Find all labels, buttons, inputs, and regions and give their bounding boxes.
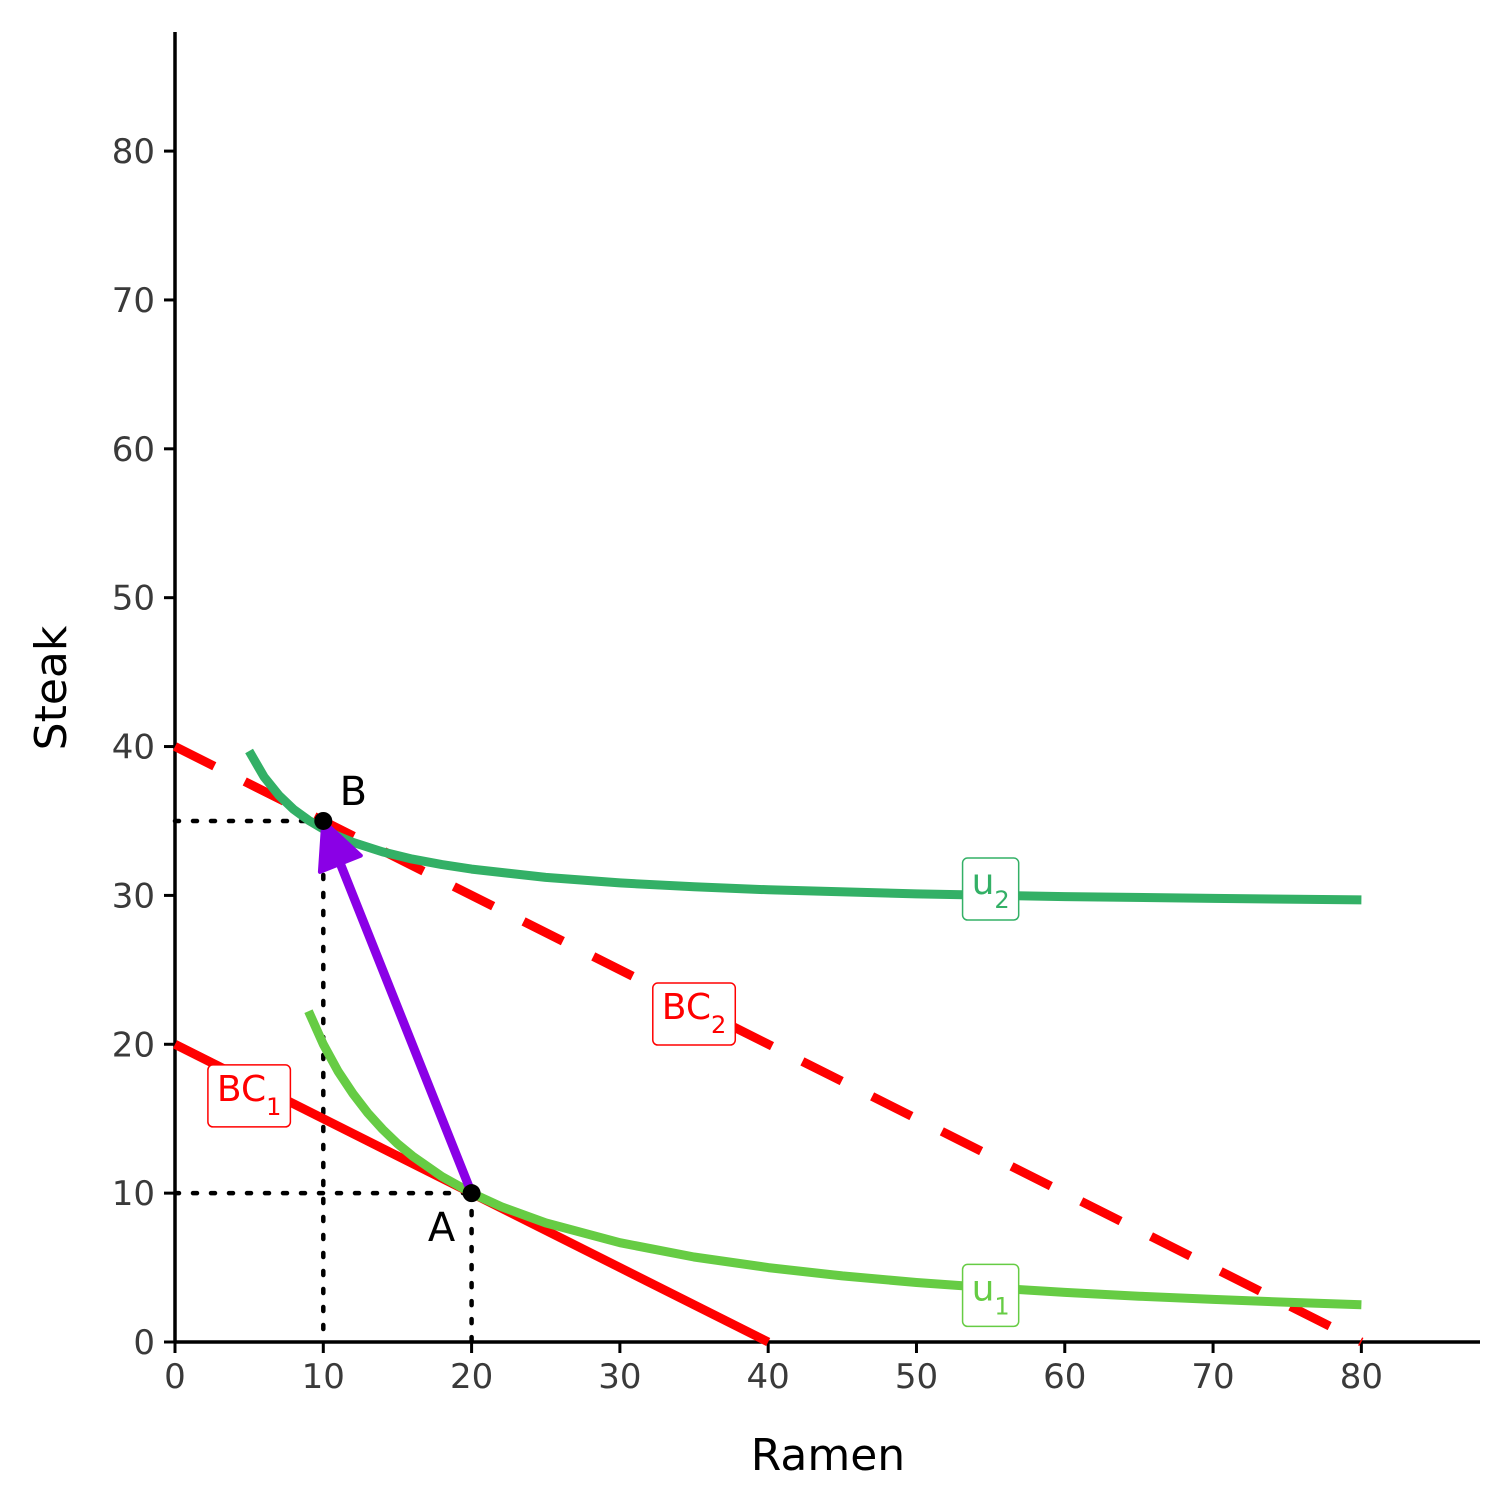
y-tick-label: 70 <box>112 281 155 321</box>
change-arrow <box>317 819 477 1198</box>
x-tick-label: 70 <box>1191 1357 1234 1397</box>
curve-label-subscript: 1 <box>266 1093 281 1121</box>
y-axis-title: Steak <box>26 625 77 750</box>
curve-label-main: u <box>972 1268 995 1309</box>
curve-label-box <box>652 982 737 1046</box>
point-label-B: B <box>340 769 367 815</box>
point-A <box>462 1184 481 1203</box>
point-B <box>314 811 333 830</box>
y-tick-label: 30 <box>112 876 155 916</box>
y-tick-label: 10 <box>112 1174 155 1214</box>
curve-label-subscript: 2 <box>994 886 1009 914</box>
curve-label-box <box>961 857 1020 921</box>
point-label-A: A <box>428 1205 456 1251</box>
axes: 0 10 20 30 40 50 60 70 80 0 10 20 30 40 50 60 70 80 <box>112 32 1480 1397</box>
curve-label-text: BC2 <box>662 987 726 1039</box>
arrow-head <box>317 819 363 874</box>
curve-label-u2: u2 <box>961 857 1020 921</box>
curve-label-box <box>207 1064 292 1128</box>
y-tick-label: 60 <box>112 430 155 470</box>
x-tick-label: 0 <box>164 1357 186 1397</box>
series-line-u1 <box>304 1009 1362 1310</box>
arrow-shaft <box>335 859 477 1198</box>
x-tick-label: 80 <box>1340 1357 1383 1397</box>
curve-label-BC2: BC2 <box>652 982 737 1046</box>
x-tick-label: 20 <box>450 1357 493 1397</box>
y-tick-label: 40 <box>112 728 155 768</box>
y-tick-label: 0 <box>133 1323 155 1363</box>
series-line-BC2 <box>172 742 1364 1347</box>
x-tick-label: 40 <box>747 1357 790 1397</box>
curve-label-u1: u1 <box>961 1263 1020 1328</box>
y-tick-label: 50 <box>112 579 155 619</box>
curve-label-text: u1 <box>972 1268 1010 1320</box>
points: AB <box>314 769 481 1251</box>
curve-label-main: BC <box>662 987 711 1028</box>
curve-label-subscript: 1 <box>994 1292 1009 1320</box>
curve-label-text: u2 <box>972 862 1010 914</box>
curve-label-BC1: BC1 <box>207 1064 292 1128</box>
x-tick-label: 30 <box>598 1357 641 1397</box>
x-tick-label: 10 <box>302 1357 345 1397</box>
curve-label-subscript: 2 <box>711 1011 726 1039</box>
y-tick-label: 80 <box>112 132 155 172</box>
x-axis-title: Ramen <box>751 1430 905 1481</box>
x-tick-label: 50 <box>895 1357 938 1397</box>
x-tick-label: 60 <box>1043 1357 1086 1397</box>
curve-label-text: BC1 <box>217 1069 281 1121</box>
series-lines <box>172 742 1364 1347</box>
curve-label-main: u <box>972 862 995 903</box>
guide-lines <box>172 818 474 1345</box>
y-tick-label: 20 <box>112 1025 155 1065</box>
curve-label-main: BC <box>217 1069 266 1110</box>
curve-label-box <box>961 1263 1020 1328</box>
series-line-u2 <box>245 748 1362 905</box>
